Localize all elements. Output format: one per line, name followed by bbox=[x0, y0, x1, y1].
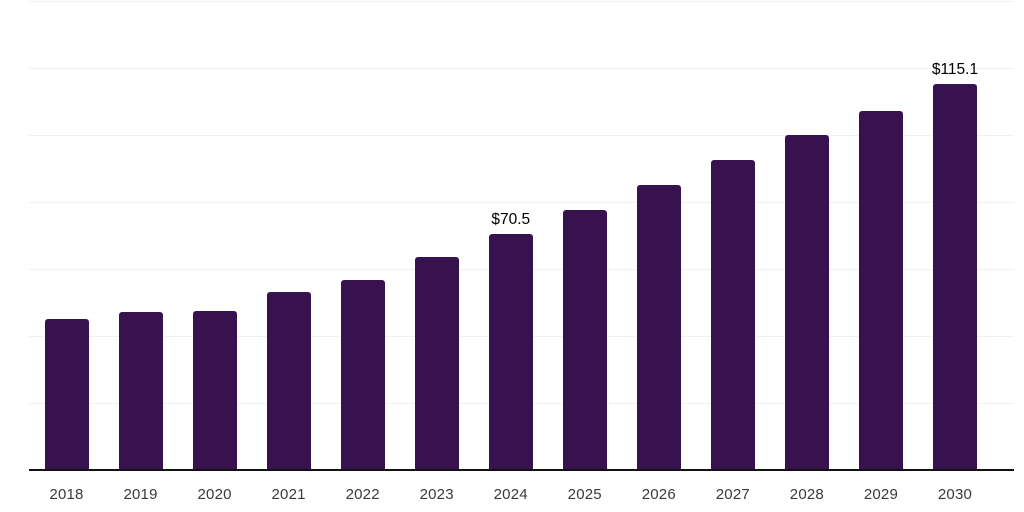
x-tick-label-2018: 2018 bbox=[49, 486, 84, 503]
bar-2030 bbox=[932, 84, 977, 470]
x-tick-label-2022: 2022 bbox=[345, 486, 380, 503]
x-tick-label-2019: 2019 bbox=[123, 486, 158, 503]
x-tick-label-2030: 2030 bbox=[937, 486, 973, 503]
x-tick-label-2020: 2020 bbox=[197, 486, 232, 503]
x-tick-label-2024: 2024 bbox=[493, 486, 528, 503]
gridline-120 bbox=[29, 68, 1014, 69]
bar-2019 bbox=[118, 311, 163, 470]
bar-2029 bbox=[858, 110, 903, 470]
bar-2024 bbox=[488, 233, 533, 470]
data-label-2030: $115.1 bbox=[931, 61, 979, 79]
x-tick-label-2025: 2025 bbox=[567, 486, 602, 503]
x-tick-label-2028: 2028 bbox=[789, 486, 824, 503]
gridline-80 bbox=[29, 202, 1014, 203]
x-tick-label-2023: 2023 bbox=[419, 486, 454, 503]
gridline-140 bbox=[29, 1, 1014, 2]
bar-2021 bbox=[266, 291, 311, 470]
x-tick-label-2021: 2021 bbox=[271, 486, 306, 503]
bar-2022 bbox=[340, 279, 385, 470]
bar-2020 bbox=[192, 310, 237, 470]
bar-2027 bbox=[710, 159, 755, 470]
x-tick-label-2026: 2026 bbox=[641, 486, 676, 503]
bar-2028 bbox=[784, 135, 829, 470]
gridline-100 bbox=[29, 135, 1014, 136]
bar-2023 bbox=[414, 256, 459, 470]
data-label-2024: $70.5 bbox=[491, 210, 531, 228]
bar-2026 bbox=[636, 184, 681, 470]
x-axis-line bbox=[29, 469, 1014, 471]
x-tick-label-2029: 2029 bbox=[863, 486, 899, 503]
bar-2025 bbox=[562, 209, 607, 470]
bar-2018 bbox=[44, 319, 89, 470]
x-tick-label-2027: 2027 bbox=[715, 486, 750, 503]
